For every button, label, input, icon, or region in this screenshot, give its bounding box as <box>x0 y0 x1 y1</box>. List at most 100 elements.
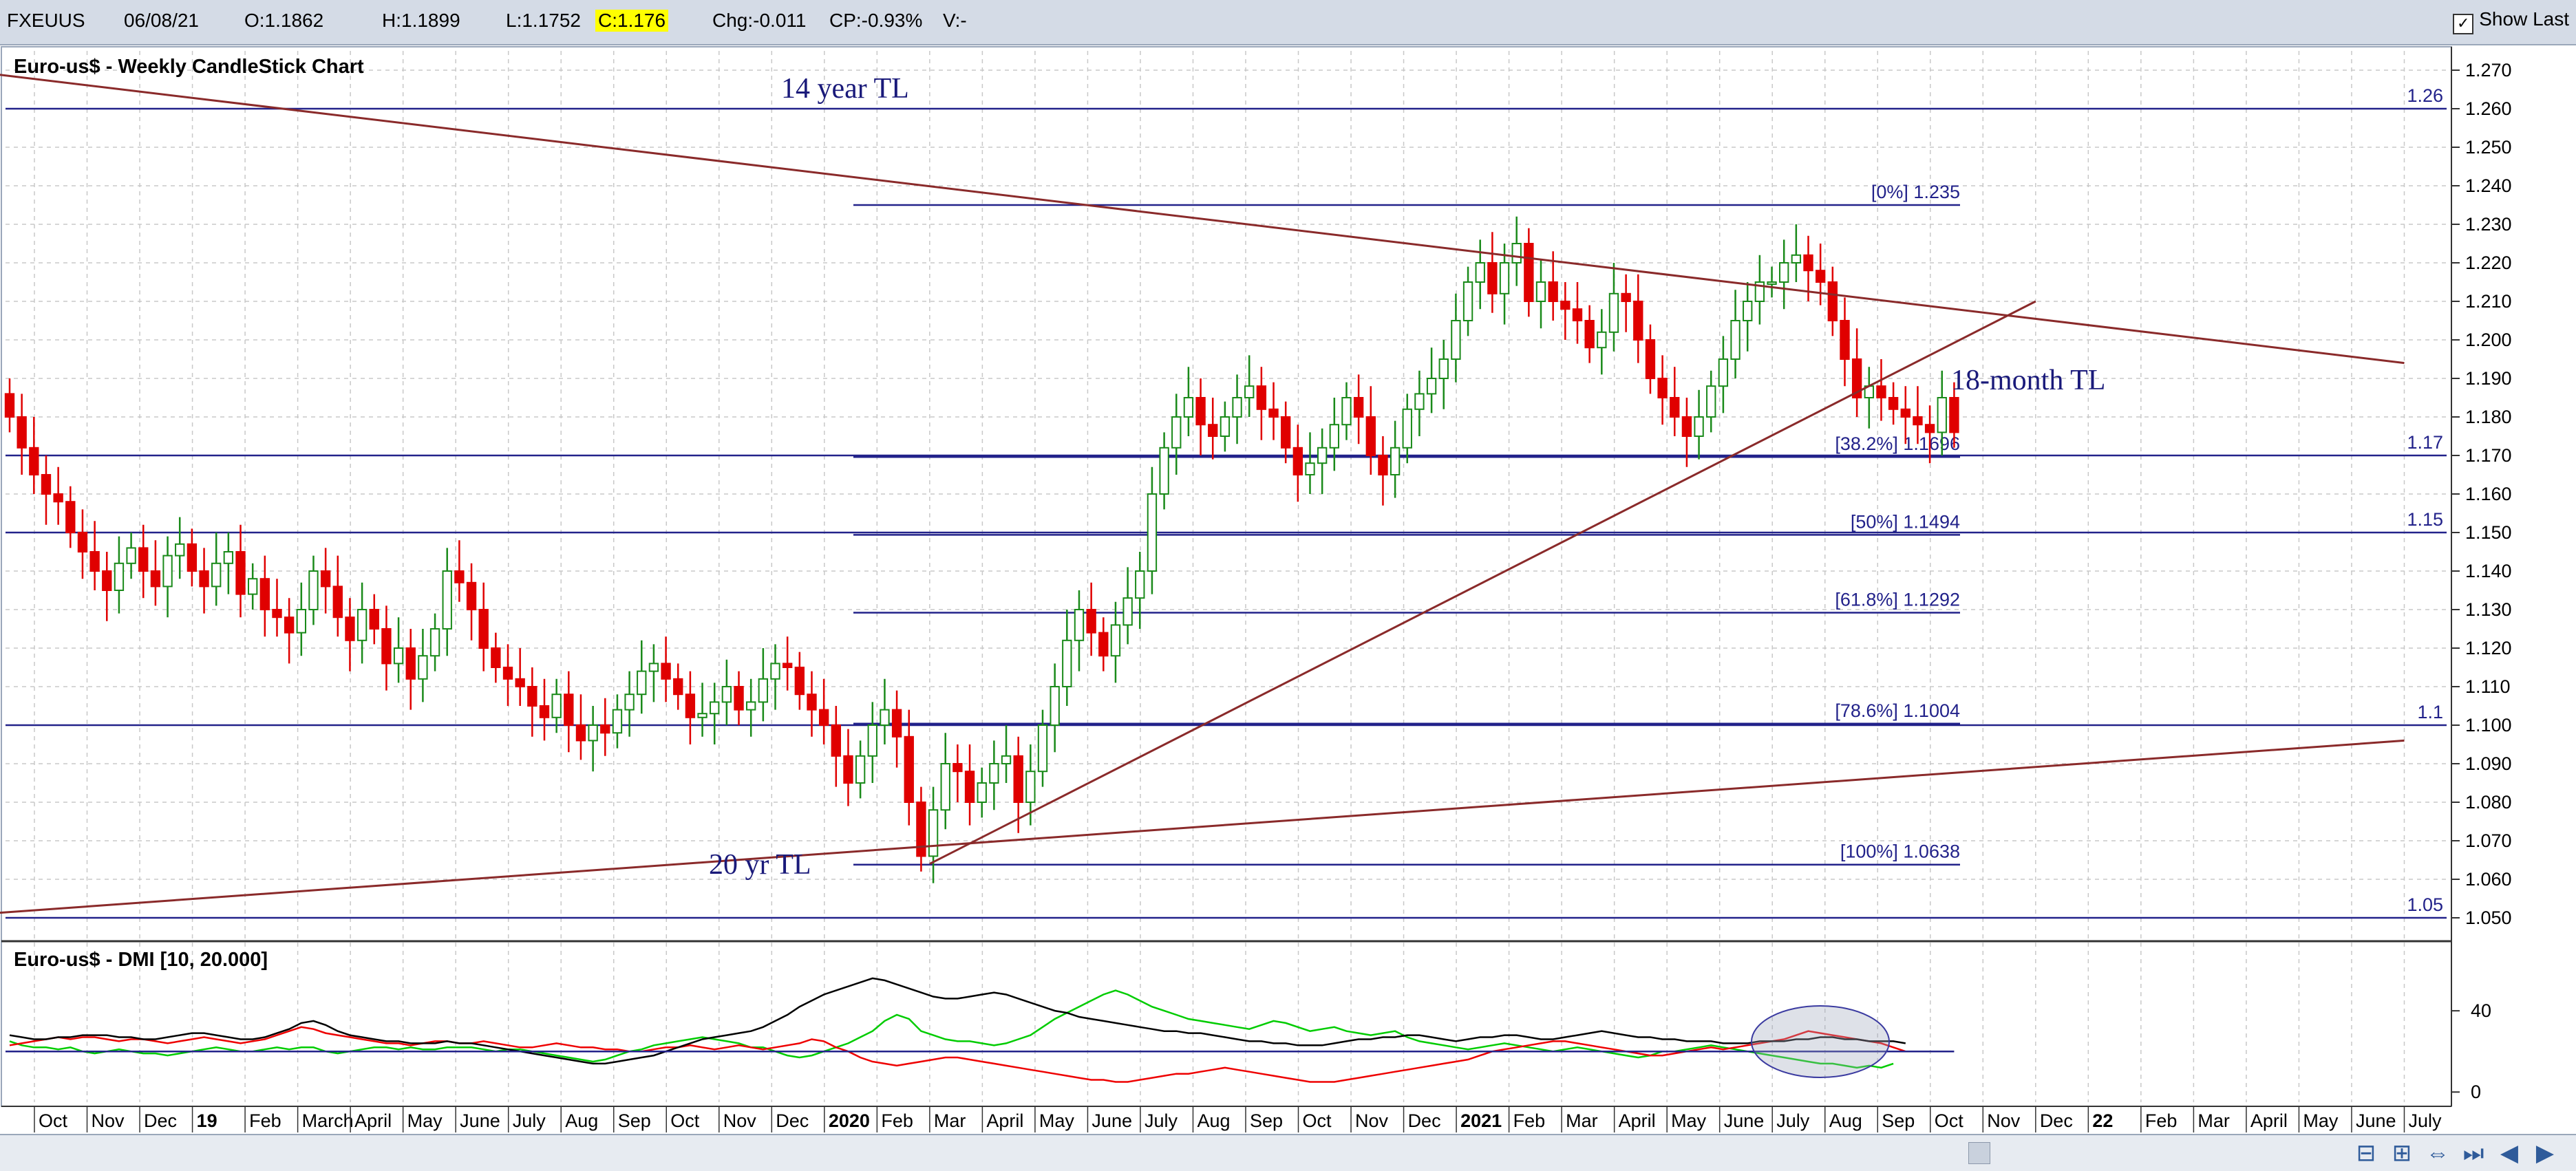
show-last-toggle[interactable]: ✓ Show Last <box>2453 8 2569 34</box>
candle-body <box>600 724 610 734</box>
horizontal-scrollbar[interactable]: ⊟ ⊞ ⇔ ⏭ ◀ ▶ <box>0 1134 2576 1171</box>
time-tick-label: Nov <box>723 1110 757 1131</box>
candle-body <box>369 609 379 630</box>
time-tick-label: May <box>2303 1110 2339 1131</box>
candle-body <box>1353 397 1364 418</box>
zoom-in-icon[interactable]: ⊞ <box>2392 1140 2419 1166</box>
candle-body <box>1378 455 1388 475</box>
time-tick-label: Nov <box>92 1110 125 1131</box>
trendline <box>929 300 2036 865</box>
candle-body <box>1633 301 1643 341</box>
candle-body <box>575 724 586 742</box>
time-tick-label: April <box>986 1110 1023 1131</box>
candle-body <box>1462 281 1473 321</box>
time-axis: Oct Nov Dec 19 Feb March April May June July Aug Se… <box>1 1106 2451 1132</box>
last-icon[interactable]: ⏭ <box>2462 1140 2491 1166</box>
candle-body <box>940 763 950 811</box>
candle-body <box>1657 378 1668 398</box>
time-tick-label: Feb <box>249 1110 281 1131</box>
candle-body <box>1791 254 1802 264</box>
candle-body <box>697 713 707 718</box>
time-tick-label: Aug <box>1829 1110 1862 1131</box>
candle-body <box>964 771 975 803</box>
candle-body <box>1730 320 1741 360</box>
volume-value: V:- <box>943 10 967 31</box>
fib-levels: [0%] 1.235 [38.2%] 1.1696 [50%] 1.1494 [61.… <box>853 182 1960 866</box>
candle-body <box>1621 292 1631 302</box>
dmi-tick-label: 0 <box>2471 1082 2481 1102</box>
candle-body <box>223 551 234 564</box>
time-tick-label: Oct <box>1303 1110 1332 1131</box>
candle-body <box>977 782 987 803</box>
scrollbar-thumb[interactable] <box>1968 1142 1990 1164</box>
candle-body <box>1135 570 1145 599</box>
candle-body <box>259 578 270 611</box>
fib-level-label: [0%] 1.235 <box>1871 182 1960 202</box>
candle-body <box>891 709 902 738</box>
time-tick-label: May <box>1671 1110 1707 1131</box>
candle-body <box>843 755 853 784</box>
price-tick-label: 1.210 <box>2465 291 2512 312</box>
price-tick-label: 1.100 <box>2465 715 2512 735</box>
candle-body <box>1572 308 1583 322</box>
candle-body <box>1171 416 1182 449</box>
price-tick-label: 1.050 <box>2465 907 2512 928</box>
quote-date: 06/08/21 <box>124 10 199 31</box>
candle-body <box>345 616 355 641</box>
candle-body <box>308 570 319 610</box>
candle-body <box>454 570 465 583</box>
candle-body <box>1451 320 1461 360</box>
candle-body <box>1511 243 1522 264</box>
candle-body <box>1208 424 1218 438</box>
candle-body <box>734 686 744 711</box>
price-tick-label: 1.060 <box>2465 869 2512 890</box>
candle-body <box>880 709 890 726</box>
navigation-buttons[interactable]: ⊟ ⊞ ⇔ ⏭ ◀ ▶ <box>2352 1139 2566 1167</box>
candle-body <box>1767 281 1777 285</box>
candle-body <box>782 663 793 669</box>
candle-body <box>1256 385 1267 410</box>
candle-body <box>637 670 647 696</box>
zoom-out-icon[interactable]: ⊟ <box>2356 1140 2383 1166</box>
dmi-panel <box>1 941 2452 1107</box>
time-tick-label: Sep <box>618 1110 651 1131</box>
time-tick-label: March <box>302 1110 354 1131</box>
candle-body <box>199 570 209 588</box>
time-tick-label: Dec <box>144 1110 177 1131</box>
prev-icon[interactable]: ◀ <box>2500 1140 2526 1166</box>
price-tick-label: 1.110 <box>2465 676 2511 697</box>
candle-body <box>1159 447 1169 495</box>
price-tick-label: 1.230 <box>2465 214 2512 235</box>
low-value: L:1.1752 <box>506 10 581 31</box>
candle-body <box>770 663 780 680</box>
candle-body <box>515 678 525 687</box>
price-tick-label: 1.070 <box>2465 830 2512 851</box>
next-icon[interactable]: ▶ <box>2535 1140 2562 1166</box>
candle-body <box>1827 281 1838 321</box>
fib-level-label: [50%] 1.1494 <box>1851 511 1960 532</box>
highlight-ellipse <box>1751 1005 1890 1078</box>
candle-body <box>1195 397 1206 426</box>
candle-body <box>673 678 683 696</box>
horizontal-level-label: 1.15 <box>2407 509 2443 530</box>
candle-body <box>393 647 404 665</box>
candle-body <box>855 755 866 784</box>
price-chart[interactable]: 1.26 1.17 1.15 1.1 1.05 [0%] 1.235 [38.2%] 1.… <box>0 45 2576 1134</box>
time-tick-label: Feb <box>1513 1110 1546 1131</box>
time-tick-label: Nov <box>1987 1110 2021 1131</box>
candle-body <box>114 562 125 591</box>
change-percent: CP:-0.93% <box>829 10 923 31</box>
candle-body <box>1694 416 1704 437</box>
candle-body <box>564 694 574 727</box>
candle-body <box>1013 755 1023 804</box>
checkbox-icon[interactable]: ✓ <box>2453 14 2474 34</box>
symbol: FXEUUS <box>7 10 85 31</box>
candle-body <box>1670 397 1680 418</box>
time-tick-label: Sep <box>1882 1110 1915 1131</box>
candle-body <box>1329 424 1339 449</box>
candle-body <box>1305 462 1315 476</box>
candle-body <box>126 547 136 564</box>
time-tick-label: Dec <box>1408 1110 1441 1131</box>
expand-icon[interactable]: ⇔ <box>2426 1140 2456 1166</box>
candle-body <box>1779 262 1789 283</box>
